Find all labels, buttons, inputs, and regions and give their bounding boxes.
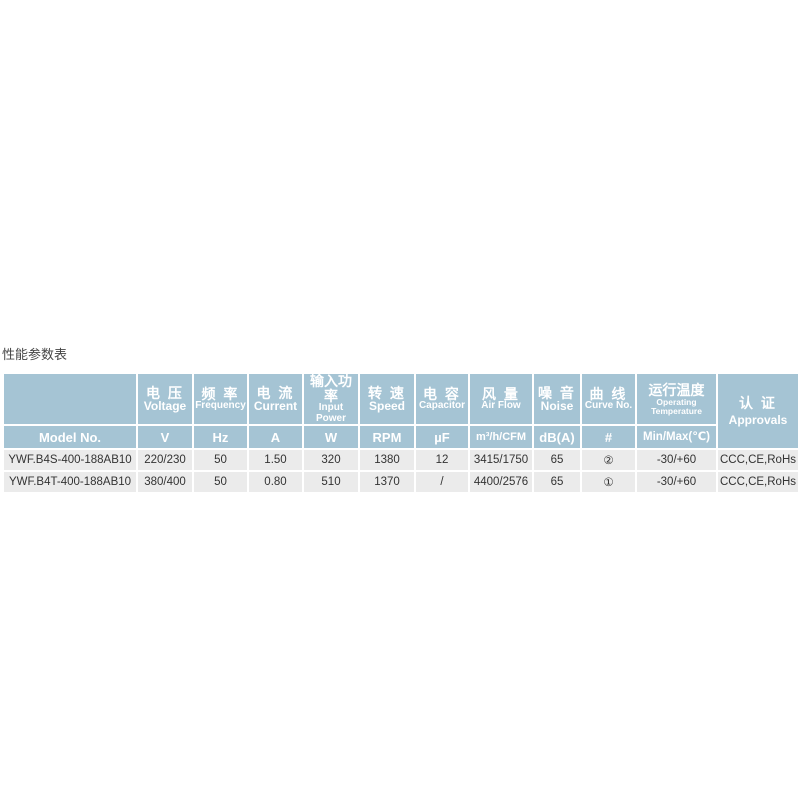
cell-current: 1.50	[249, 450, 302, 471]
unit-curve: #	[582, 426, 635, 449]
cell-model: YWF.B4S-400-188AB10	[4, 450, 136, 471]
header-operating-temperature: 运行温度 Operating Temperature	[637, 374, 716, 425]
cell-frequency: 50	[194, 472, 247, 493]
header-current: 电 流 Current	[249, 374, 302, 425]
cell-temperature: -30/+60	[637, 450, 716, 471]
unit-capacitor: µF	[416, 426, 468, 449]
unit-noise: dB(A)	[534, 426, 580, 449]
header-model-blank	[4, 374, 136, 425]
table-caption: 性能参数表	[2, 347, 68, 362]
unit-air-flow: m³/h/CFM	[470, 426, 532, 449]
cell-speed: 1380	[360, 450, 414, 471]
header-row-units: Model No. V Hz A W RPM µF m³/h/CFM dB(A)…	[4, 426, 798, 449]
cell-model: YWF.B4T-400-188AB10	[4, 472, 136, 493]
cell-curve: ①	[582, 472, 635, 493]
header-speed: 转 速 Speed	[360, 374, 414, 425]
cell-current: 0.80	[249, 472, 302, 493]
header-approvals: 认 证 Approvals	[718, 374, 798, 449]
cell-voltage: 220/230	[138, 450, 192, 471]
cell-frequency: 50	[194, 450, 247, 471]
cell-capacitor: 12	[416, 450, 468, 471]
header-noise: 噪 音 Noise	[534, 374, 580, 425]
cell-voltage: 380/400	[138, 472, 192, 493]
cell-capacitor: /	[416, 472, 468, 493]
header-row-names: 电 压 Voltage 频 率 Frequency 电 流 Current 输入功率 I…	[4, 374, 798, 449]
unit-power: W	[304, 426, 358, 449]
cell-curve: ②	[582, 450, 635, 471]
header-voltage: 电 压 Voltage	[138, 374, 192, 425]
unit-model: Model No.	[4, 426, 136, 449]
header-curve: 曲 线 Curve No.	[582, 374, 635, 425]
cell-approvals: CCC,CE,RoHs	[718, 450, 798, 471]
header-input-power: 输入功率 Input Power	[304, 374, 358, 425]
table-row: YWF.B4T-400-188AB10 380/400 50 0.80 510 1370/…	[4, 472, 798, 493]
cell-air-flow: 3415/1750	[470, 450, 532, 471]
header-air-flow: 风 量 Air Flow	[470, 374, 532, 425]
unit-temperature: Min/Max(℃)	[637, 426, 716, 449]
unit-frequency: Hz	[194, 426, 247, 449]
cell-air-flow: 4400/2576	[470, 472, 532, 493]
unit-current: A	[249, 426, 302, 449]
header-capacitor: 电 容 Capacitor	[416, 374, 468, 425]
cell-temperature: -30/+60	[637, 472, 716, 493]
cell-speed: 1370	[360, 472, 414, 493]
cell-noise: 65	[534, 450, 580, 471]
cell-noise: 65	[534, 472, 580, 493]
cell-power: 320	[304, 450, 358, 471]
unit-speed: RPM	[360, 426, 414, 449]
table-row: YWF.B4S-400-188AB10 220/230 50 1.50 320 1380 1…	[4, 450, 798, 471]
cell-approvals: CCC,CE,RoHs	[718, 472, 798, 493]
performance-table: 电 压 Voltage 频 率 Frequency 电 流 Current 输入功率 I…	[2, 372, 800, 494]
header-frequency: 频 率 Frequency	[194, 374, 247, 425]
cell-power: 510	[304, 472, 358, 493]
unit-voltage: V	[138, 426, 192, 449]
